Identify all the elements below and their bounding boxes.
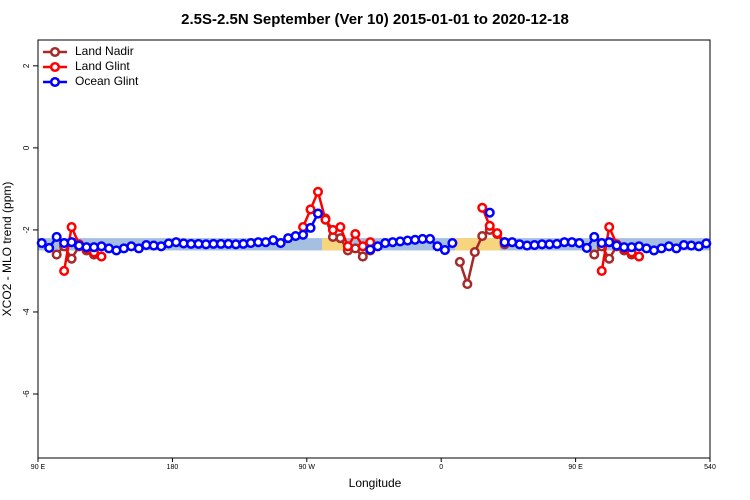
data-point bbox=[424, 233, 436, 244]
legend-marker bbox=[49, 76, 61, 88]
legend-marker bbox=[49, 46, 61, 58]
data-point bbox=[589, 231, 600, 242]
data-point bbox=[36, 238, 47, 249]
data-point bbox=[701, 238, 712, 249]
data-point bbox=[96, 251, 107, 262]
x-tick-label: 90 E bbox=[568, 464, 583, 471]
y-tick-label: -2 bbox=[22, 226, 31, 234]
x-tick-label: 0 bbox=[439, 464, 443, 471]
data-point bbox=[462, 279, 473, 290]
data-point bbox=[59, 265, 70, 276]
data-point bbox=[634, 251, 645, 262]
data-point bbox=[596, 265, 607, 276]
x-tick-label: 540 bbox=[704, 464, 716, 471]
data-point bbox=[312, 186, 324, 197]
legend-label: Land Nadir bbox=[75, 44, 134, 58]
data-point bbox=[477, 231, 488, 242]
data-point bbox=[581, 242, 592, 254]
y-tick-label: 0 bbox=[22, 145, 31, 150]
data-point bbox=[305, 222, 316, 233]
data-point bbox=[357, 251, 368, 262]
data-point bbox=[432, 241, 443, 252]
data-point bbox=[342, 241, 353, 252]
series-line bbox=[481, 207, 506, 244]
x-axis-title: Longitude bbox=[349, 476, 402, 490]
y-tick-label: -6 bbox=[22, 390, 31, 398]
data-point bbox=[439, 244, 450, 256]
legend-label: Land Glint bbox=[75, 59, 130, 73]
data-point bbox=[574, 238, 585, 249]
data-point bbox=[305, 204, 316, 215]
data-point bbox=[335, 222, 346, 233]
data-point bbox=[320, 214, 331, 225]
data-point bbox=[477, 202, 488, 213]
data-point bbox=[298, 229, 309, 240]
y-axis-title: XCO2 - MLO trend (ppm) bbox=[0, 182, 14, 317]
legend-label: Ocean Glint bbox=[75, 74, 139, 88]
chart-title: 2.5S-2.5N September (Ver 10) 2015-01-01 … bbox=[181, 11, 569, 28]
data-point bbox=[44, 242, 55, 254]
data-point bbox=[66, 253, 77, 264]
data-point bbox=[66, 222, 77, 233]
y-tick-label: 2 bbox=[22, 63, 31, 68]
x-tick-label: 90 W bbox=[299, 464, 316, 471]
x-tick-label: 180 bbox=[167, 464, 179, 471]
data-point bbox=[51, 231, 62, 242]
data-point bbox=[469, 247, 480, 258]
data-point bbox=[447, 238, 458, 249]
data-point bbox=[312, 208, 324, 219]
data-point bbox=[484, 220, 495, 231]
data-point bbox=[51, 249, 62, 260]
data-point bbox=[275, 238, 286, 249]
data-point bbox=[604, 222, 615, 233]
data-point bbox=[589, 249, 600, 260]
data-point bbox=[492, 228, 503, 239]
x-tick-label: 90 E bbox=[31, 464, 46, 471]
data-point bbox=[604, 253, 615, 264]
data-point bbox=[454, 256, 465, 267]
data-point bbox=[350, 228, 361, 240]
plot-frame bbox=[37, 39, 711, 459]
legend-marker bbox=[49, 61, 61, 73]
data-point bbox=[484, 207, 495, 218]
y-tick-label: -4 bbox=[22, 308, 31, 316]
